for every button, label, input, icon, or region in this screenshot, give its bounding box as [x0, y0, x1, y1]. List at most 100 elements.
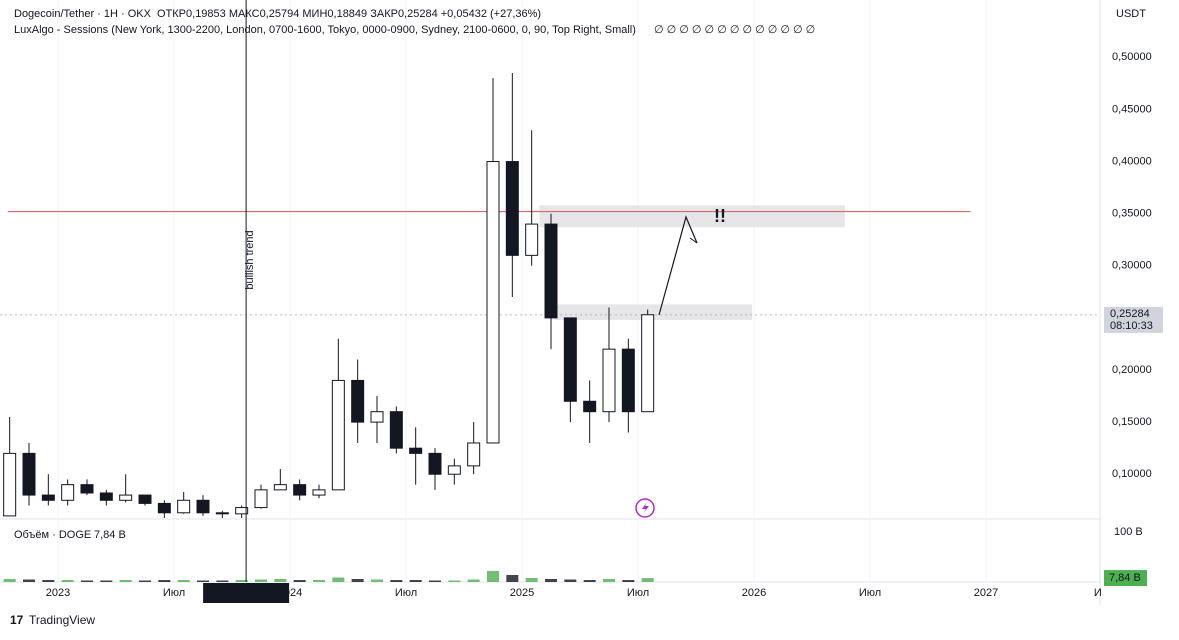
- volume-bar: [61, 580, 74, 582]
- volume-bar: [487, 571, 499, 582]
- volume-bar: [313, 580, 325, 582]
- symbol-info: Dogecoin/Tether · 1H · OKX: [14, 8, 152, 20]
- volume-bar: [274, 579, 287, 582]
- volume-bar: [371, 579, 383, 582]
- x-tick-label: Июл: [163, 587, 185, 599]
- volume-bar: [23, 579, 35, 582]
- volume-bar: [293, 580, 306, 582]
- candle-body: [583, 400, 597, 413]
- volume-bar: [641, 578, 654, 582]
- y-tick-label: 0,30000: [1112, 260, 1152, 272]
- volume-title: Объём · DOGE: [14, 529, 91, 541]
- candle-body: [428, 452, 442, 475]
- volume-bar: [603, 579, 615, 582]
- ohlc-info: ОТКР0,19853 МАКС0,25794 МИН0,18849 ЗАКР0…: [157, 8, 541, 20]
- volume-bar: [158, 580, 171, 582]
- candle-body: [273, 484, 287, 491]
- candle-body: [409, 447, 423, 454]
- volume-bar: [545, 579, 557, 582]
- volume-bar: [3, 579, 16, 582]
- volume-bar: [255, 579, 267, 582]
- arrow-head: [689, 237, 698, 244]
- volume-bar: [448, 580, 461, 582]
- candle-body: [177, 499, 191, 514]
- volume-bar: [525, 578, 538, 582]
- candle-body: [467, 442, 481, 467]
- candle-body: [80, 484, 94, 494]
- volume-bar: [622, 580, 635, 582]
- volume-bar: [139, 580, 151, 582]
- volume-last-label: 7,84 B: [1109, 572, 1141, 584]
- volume-last: 7,84 B: [94, 529, 126, 541]
- volume-bar: [197, 580, 209, 582]
- x-tick-label: Июл: [627, 587, 649, 599]
- candle-body: [235, 507, 249, 515]
- volume-bar: [119, 580, 132, 582]
- volume-bar: [332, 577, 345, 582]
- candle-body: [525, 223, 539, 256]
- volume-bar: [100, 580, 113, 582]
- lightning-icon[interactable]: [635, 498, 655, 518]
- zone: [554, 304, 753, 320]
- candle-body: [61, 484, 75, 501]
- indicator-values: ∅ ∅ ∅ ∅ ∅ ∅ ∅ ∅ ∅ ∅ ∅ ∅ ∅: [654, 24, 815, 36]
- x-tick-label: Июл: [859, 587, 881, 599]
- volume-bar: [390, 580, 403, 582]
- annotation: bullish trend: [244, 230, 256, 289]
- candle-body: [312, 489, 326, 496]
- volume-bar: [564, 579, 577, 582]
- y-tick-label: 0,10000: [1112, 468, 1152, 480]
- x-tick-label: 2025: [510, 587, 534, 599]
- volume-last-bg: [1104, 570, 1147, 587]
- brand: TradingView: [29, 613, 95, 627]
- candle-body: [621, 348, 635, 413]
- volume-bar: [351, 579, 364, 582]
- candle-body: [3, 452, 17, 517]
- candle-body: [370, 411, 384, 423]
- candle-body: [254, 489, 268, 509]
- volume-bar: [467, 579, 480, 582]
- price-axis-panel: [1101, 0, 1179, 605]
- volume-bar: [177, 580, 190, 582]
- y-tick-label: 0,35000: [1112, 208, 1152, 220]
- candle-body: [641, 314, 655, 413]
- volume-bar: [583, 580, 596, 582]
- last-price-label: 0,25284: [1110, 308, 1150, 320]
- volume-tick-label: 100 B: [1114, 526, 1143, 538]
- crosshair-label-bg: [203, 583, 290, 603]
- candle-body: [563, 317, 577, 402]
- logo-mark: 17: [10, 613, 24, 627]
- volume-bar: [235, 580, 248, 582]
- x-tick-label: Июл: [395, 587, 417, 599]
- candle-body: [331, 379, 345, 491]
- candle-body: [351, 379, 365, 423]
- volume-bar: [409, 580, 422, 582]
- zone: [539, 205, 845, 228]
- candle-body: [602, 348, 616, 413]
- candle-body: [196, 499, 210, 514]
- y-tick-label: 0,50000: [1112, 51, 1152, 63]
- volume-bar: [42, 580, 55, 582]
- volume-bar: [216, 580, 229, 582]
- crosshair-label: Пн 23 Окт '23: [212, 587, 280, 599]
- candle-body: [486, 161, 500, 444]
- x-tick-label: 2023: [46, 587, 70, 599]
- candle-body: [389, 411, 403, 449]
- candle-body: [99, 492, 113, 501]
- volume-bar: [81, 580, 93, 582]
- candle-body: [41, 494, 55, 501]
- candle-body: [22, 452, 36, 496]
- volume-bar: [506, 575, 519, 582]
- y-tick-label: 0,40000: [1112, 155, 1152, 167]
- y-tick-label: 0,15000: [1112, 416, 1152, 428]
- last-price-bg: [1104, 306, 1163, 333]
- candle-body: [157, 502, 171, 514]
- currency: USDT: [1116, 8, 1146, 20]
- countdown: 08:10:33: [1110, 320, 1153, 332]
- y-tick-label: 0,45000: [1112, 103, 1152, 115]
- y-tick-label: 0,20000: [1112, 364, 1152, 376]
- lightning-bolt: [642, 502, 649, 514]
- alert-mark: !!: [714, 206, 726, 226]
- candle-body: [505, 161, 519, 256]
